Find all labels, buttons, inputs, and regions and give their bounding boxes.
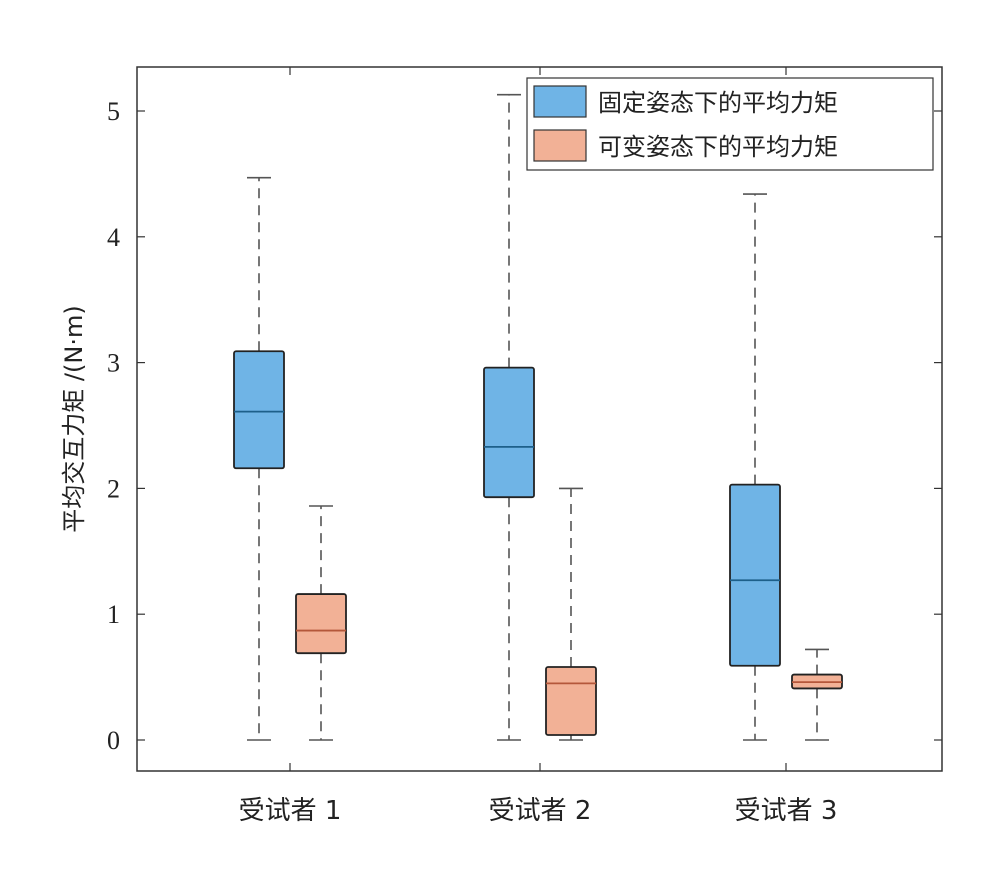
- box-fixed-subject-1: [233, 176, 285, 741]
- legend-label-variable: 可变姿态下的平均力矩: [598, 133, 838, 161]
- x-axis: 受试者 1 受试者 2 受试者 3: [239, 67, 838, 826]
- box-fixed-subject-3: [729, 193, 781, 741]
- box-variable-subject-3: [791, 648, 843, 741]
- y-tick-label: 4: [107, 223, 120, 252]
- y-axis-label: 平均交互力矩 /(N·m): [60, 305, 88, 532]
- y-tick-label: 1: [107, 600, 120, 629]
- legend-swatch-fixed: [533, 85, 587, 118]
- y-tick-label: 5: [107, 97, 120, 126]
- x-category-label: 受试者 3: [735, 796, 838, 826]
- y-tick-label: 0: [107, 726, 120, 755]
- box-fixed-subject-2: [483, 93, 535, 741]
- iqr-box: [729, 483, 781, 667]
- legend-label-fixed: 固定姿态下的平均力矩: [598, 89, 838, 117]
- iqr-box: [295, 593, 347, 655]
- y-tick-label: 3: [107, 349, 120, 378]
- legend-swatch-variable: [533, 129, 587, 162]
- y-axis: 0 1 2 3 4 5: [107, 97, 942, 755]
- iqr-box: [483, 366, 535, 499]
- y-tick-label: 2: [107, 474, 120, 503]
- x-category-label: 受试者 2: [489, 796, 592, 826]
- iqr-box: [233, 350, 285, 470]
- legend: 固定姿态下的平均力矩 可变姿态下的平均力矩: [526, 77, 934, 171]
- box-series: [233, 93, 843, 741]
- x-category-label: 受试者 1: [239, 796, 342, 826]
- iqr-box: [545, 666, 597, 736]
- box-variable-subject-2: [545, 487, 597, 741]
- box-variable-subject-1: [295, 505, 347, 741]
- legend-box: [526, 77, 934, 171]
